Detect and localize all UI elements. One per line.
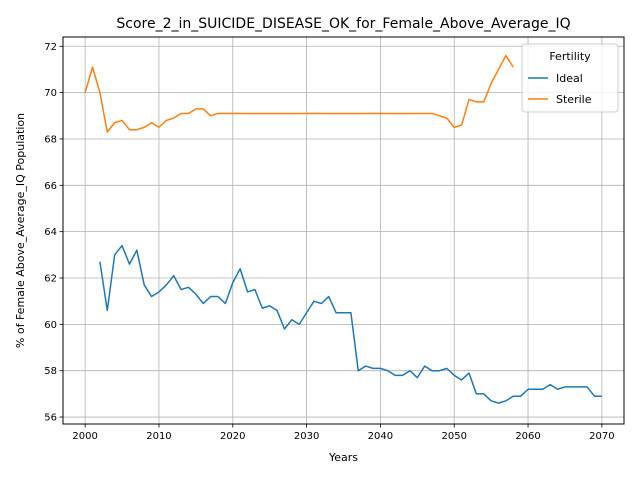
y-tick-label: 72 [44, 42, 57, 53]
x-tick-label: 2070 [589, 431, 614, 442]
series-layer [84, 54, 602, 404]
y-tick-label: 70 [44, 88, 57, 99]
x-tick-label: 2050 [441, 431, 466, 442]
x-tick-label: 2000 [72, 431, 97, 442]
y-tick-label: 56 [44, 413, 57, 424]
y-tick-label: 68 [44, 134, 57, 145]
y-tick-label: 62 [44, 274, 57, 285]
y-axis-label: % of Female Above_Average_IQ Population [14, 113, 27, 348]
legend-label-sterile: Sterile [556, 93, 592, 106]
series-line-sterile [84, 54, 514, 133]
x-axis-label: Years [328, 451, 358, 464]
x-tick-label: 2030 [294, 431, 319, 442]
y-tick-label: 60 [44, 320, 57, 331]
legend-label-ideal: Ideal [556, 72, 583, 85]
x-tick-label: 2040 [368, 431, 393, 442]
legend-title: Fertility [549, 50, 591, 63]
x-tick-label: 2060 [515, 431, 540, 442]
y-tick-label: 58 [44, 366, 57, 377]
chart-title: Score_2_in_SUICIDE_DISEASE_OK_for_Female… [116, 16, 570, 32]
y-axis-ticks: 56 58 60 62 64 66 68 70 72 [44, 42, 63, 424]
legend-entries: Ideal Sterile [528, 72, 592, 106]
legend: Fertility Ideal Sterile [521, 43, 619, 113]
plot-frame [62, 36, 625, 425]
legend-box [521, 43, 619, 113]
x-tick-label: 2010 [146, 431, 171, 442]
series-line-ideal [99, 244, 602, 404]
y-tick-label: 66 [44, 181, 57, 192]
x-axis-ticks: 2000 2010 2020 2030 2040 2050 2060 2070 [72, 424, 615, 442]
y-tick-label: 64 [44, 227, 57, 238]
x-tick-label: 2020 [220, 431, 245, 442]
